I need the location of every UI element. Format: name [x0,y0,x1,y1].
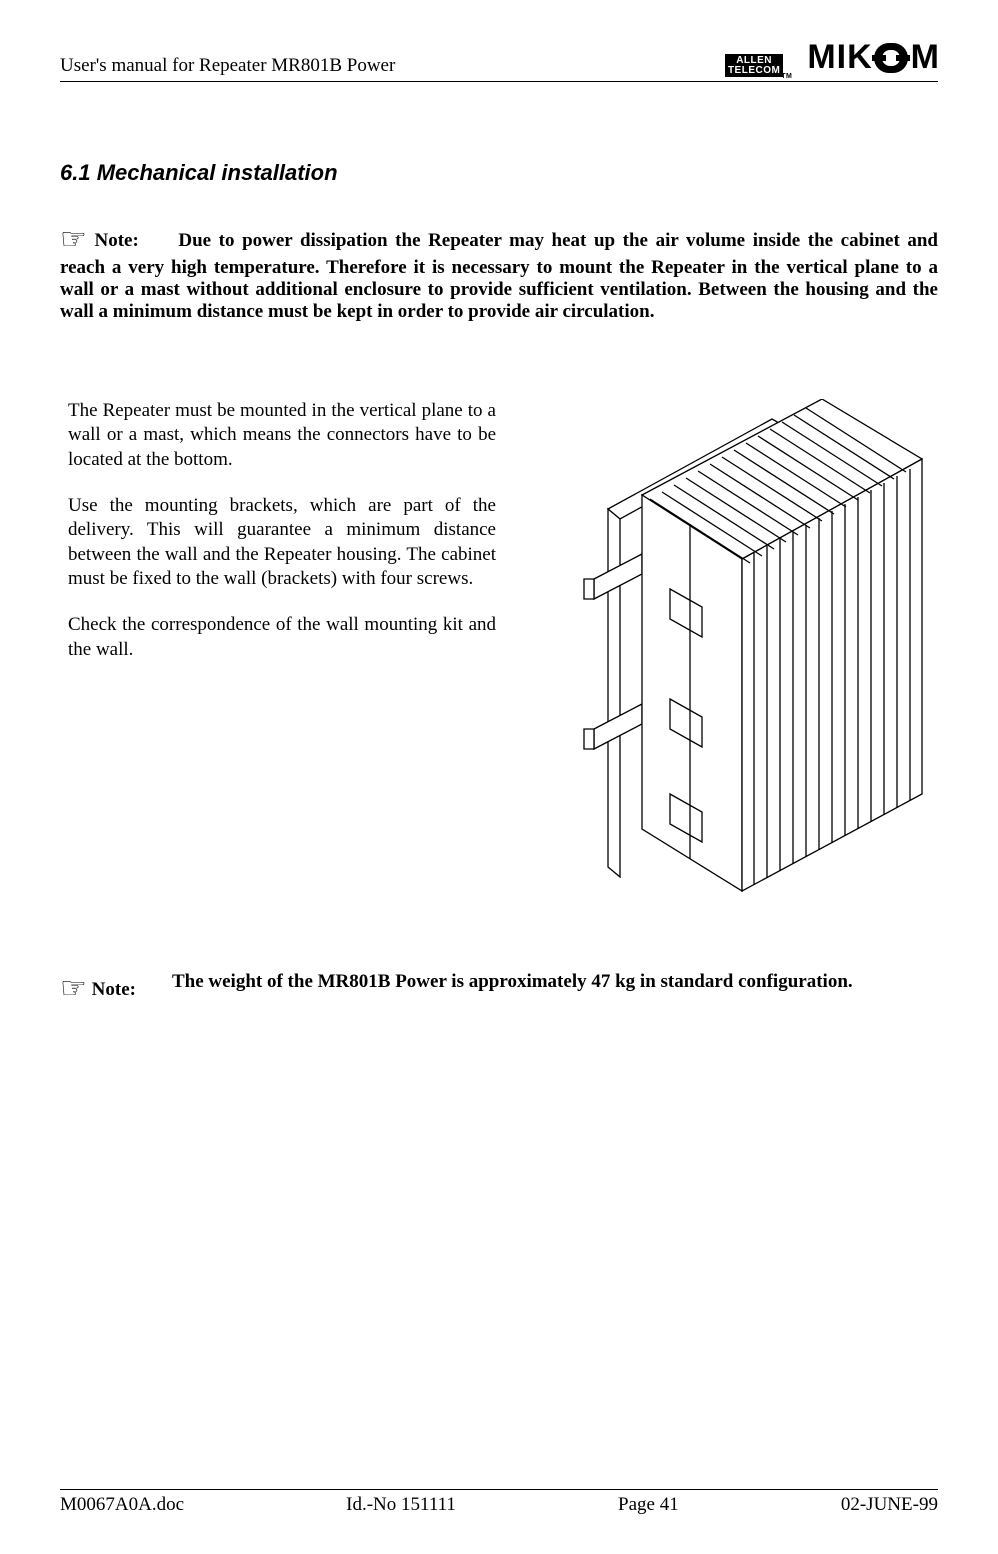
section-heading: 6.1 Mechanical installation [60,160,938,186]
mikom-i: I [837,38,845,77]
footer-date: 02-JUNE-99 [841,1494,938,1516]
pointing-hand-icon: ☞ [60,223,87,256]
repeater-svg-icon [532,399,932,909]
allen-line2: TELECOM [728,66,780,76]
body-p3: Check the correspondence of the wall mou… [68,613,496,662]
mikom-m2: M [911,38,938,77]
mikom-logo: M I K M [807,38,938,77]
repeater-illustration [532,399,938,915]
page-footer: M0067A0A.doc Id.-No 151111 Page 41 02-JU… [60,1489,938,1516]
tm-label: TM [781,73,792,80]
mikom-k: K [847,38,871,77]
note2-label: ☞ Note: [60,971,136,1006]
note2-text: The weight of the MR801B Power is approx… [172,971,853,1006]
mikom-o-icon [872,41,910,75]
header-title: User's manual for Repeater MR801B Power [60,55,395,77]
note2-label-text: Note: [92,979,136,1000]
note-1: ☞ Note: Due to power dissipation the Rep… [60,222,938,323]
pointing-hand-icon: ☞ [60,972,87,1005]
page-header: User's manual for Repeater MR801B Power … [60,38,938,82]
footer-id: Id.-No 151111 [346,1494,456,1516]
content-row: The Repeater must be mounted in the vert… [68,399,938,915]
body-column: The Repeater must be mounted in the vert… [68,399,496,684]
footer-doc: M0067A0A.doc [60,1494,184,1516]
body-p1: The Repeater must be mounted in the vert… [68,399,496,472]
footer-page: Page 41 [618,1494,679,1516]
body-p2: Use the mounting brackets, which are par… [68,494,496,591]
allen-telecom-logo: ALLEN TELECOM TM [725,54,783,77]
logos: ALLEN TELECOM TM M I K M [725,38,938,77]
note1-text: Due to power dissipation the Repeater ma… [60,230,938,322]
note-2: ☞ Note: The weight of the MR801B Power i… [60,971,938,1006]
note-label: Note: [94,230,138,251]
mikom-m1: M [807,38,834,77]
